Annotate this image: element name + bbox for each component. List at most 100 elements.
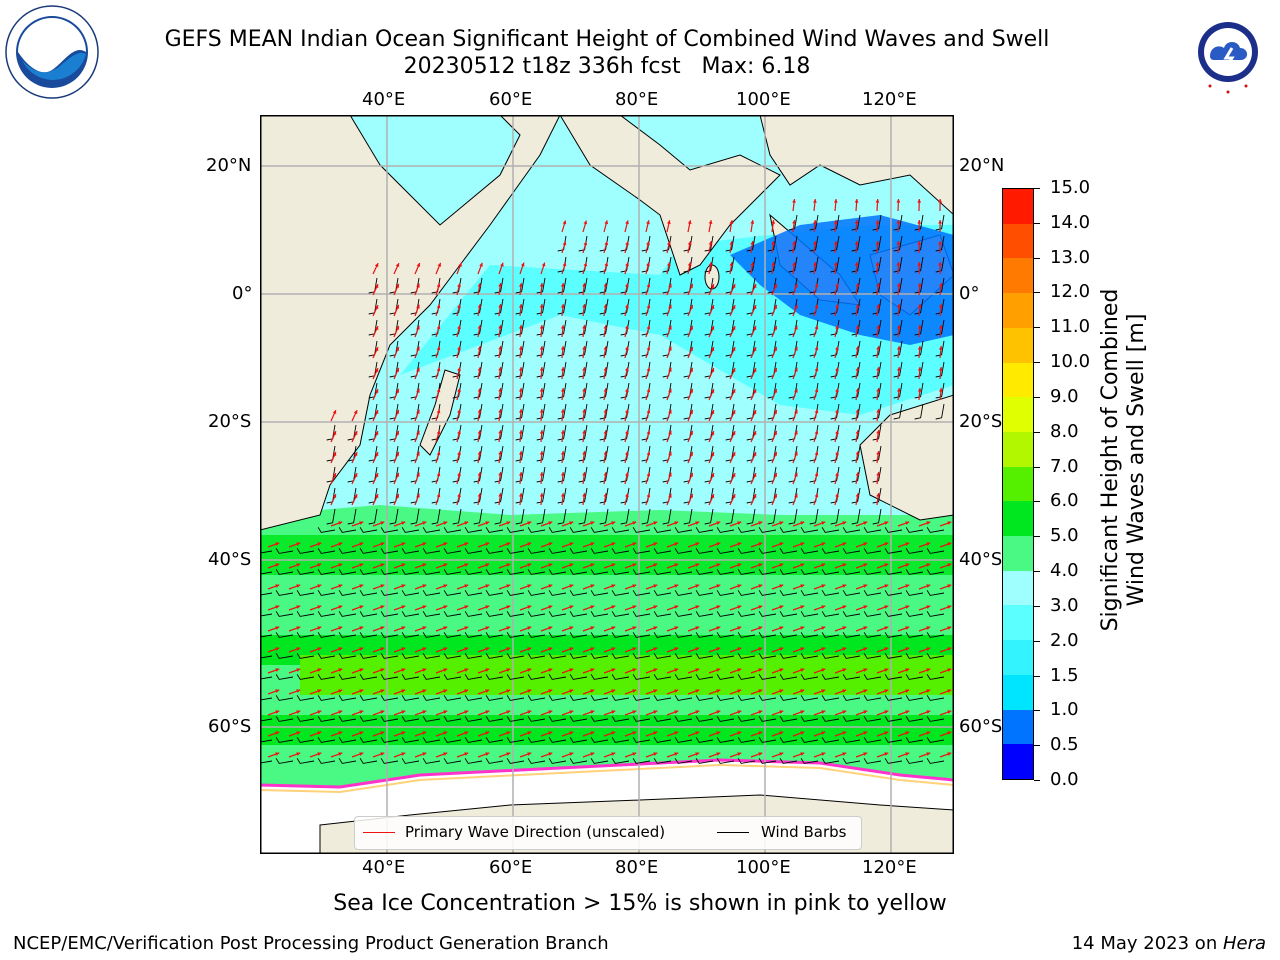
wave-direction-arrowhead bbox=[401, 626, 406, 630]
wind-barb bbox=[260, 676, 273, 680]
wave-direction-arrowhead bbox=[653, 647, 658, 651]
wave-direction-arrowhead bbox=[518, 493, 523, 497]
wave-direction-arrowhead bbox=[436, 283, 441, 288]
wave-direction-arrowhead bbox=[938, 199, 942, 203]
wave-direction-arrowhead bbox=[632, 605, 637, 609]
wind-barb bbox=[926, 527, 945, 533]
wave-direction-arrowhead bbox=[560, 430, 565, 434]
wind-barb bbox=[695, 695, 714, 701]
wave-direction-arrowhead bbox=[275, 542, 280, 546]
wind-barb-legend-swatch bbox=[717, 832, 749, 833]
wind-barb bbox=[590, 590, 609, 596]
wave-direction-arrowhead bbox=[794, 325, 798, 330]
wave-direction-arrowhead bbox=[646, 304, 651, 309]
colorbar-tick-label: 10.0 bbox=[1050, 351, 1091, 373]
wave-direction-arrowhead bbox=[416, 472, 420, 477]
wind-barb bbox=[515, 340, 525, 357]
wave-direction-arrowhead bbox=[548, 647, 553, 651]
wave-direction-arrowhead bbox=[863, 563, 868, 567]
colorbar-tick-label: 3.0 bbox=[1050, 594, 1079, 616]
wave-direction-arrowhead bbox=[689, 388, 693, 393]
wave-direction-arrowhead bbox=[485, 731, 490, 735]
wave-direction-arrowhead bbox=[518, 409, 523, 413]
wind-barb bbox=[527, 590, 546, 596]
wind-barb bbox=[905, 611, 924, 617]
right-tick-60s: 60°S bbox=[959, 716, 1003, 737]
wave-direction-arrowhead bbox=[842, 668, 847, 672]
wind-barb bbox=[716, 674, 735, 680]
wave-direction-arrowhead bbox=[539, 325, 544, 329]
wave-direction-arrowhead bbox=[750, 262, 755, 266]
wave-direction-arrowhead bbox=[625, 262, 629, 267]
sea-ice-caption: Sea Ice Concentration > 15% is shown in … bbox=[333, 891, 947, 916]
wave-direction-arrowhead bbox=[674, 605, 679, 609]
wave-direction-arrowhead bbox=[947, 521, 952, 525]
wave-direction-arrowhead bbox=[632, 710, 637, 714]
wave-direction-arrowhead bbox=[611, 689, 616, 693]
wave-direction-arrowhead bbox=[794, 472, 798, 477]
wind-barb bbox=[716, 737, 735, 743]
wind-barb bbox=[830, 298, 840, 315]
wind-barb bbox=[914, 382, 924, 399]
wind-barb bbox=[494, 508, 504, 525]
colorbar-tick-mark bbox=[1034, 362, 1040, 364]
wave-direction-arrowhead bbox=[457, 325, 461, 330]
wave-direction-arrowhead bbox=[821, 710, 826, 714]
wave-direction-arrowhead bbox=[875, 199, 880, 203]
wind-barb bbox=[473, 508, 483, 525]
right-tick-20n: 20°N bbox=[959, 155, 1005, 176]
wind-barb bbox=[380, 569, 399, 575]
wind-barb bbox=[569, 758, 588, 764]
wave-direction-arrowhead bbox=[794, 409, 798, 414]
wave-direction-arrowhead bbox=[374, 347, 379, 352]
ice-edge-pink bbox=[260, 758, 954, 789]
wave-direction-arrowhead bbox=[905, 584, 910, 588]
wind-barb bbox=[317, 590, 336, 596]
wind-barb bbox=[557, 340, 567, 357]
wave-direction-arrowhead bbox=[520, 262, 525, 267]
wave-direction-arrowhead bbox=[876, 451, 880, 455]
wave-direction-arrowhead bbox=[457, 493, 461, 498]
wind-barb bbox=[443, 590, 462, 596]
wave-direction-arrowhead bbox=[821, 563, 826, 567]
wind-barb bbox=[641, 445, 651, 462]
wave-direction-arrowhead bbox=[317, 584, 322, 588]
wind-barb bbox=[914, 214, 924, 231]
wave-direction-arrowhead bbox=[917, 199, 922, 203]
wave-direction-arrowhead bbox=[632, 521, 637, 525]
wind-barb bbox=[359, 527, 378, 533]
wave-direction-arrowhead bbox=[668, 283, 672, 288]
wave-direction-arrowhead bbox=[708, 241, 713, 245]
wind-barb bbox=[842, 569, 861, 575]
colorbar-tick-mark bbox=[1034, 188, 1040, 189]
wave-direction-arrowhead bbox=[842, 542, 847, 546]
wind-barb bbox=[473, 403, 483, 420]
wind-barb bbox=[905, 737, 924, 743]
wave-direction-arrowhead bbox=[835, 325, 839, 330]
wave-direction-arrowhead bbox=[905, 710, 910, 714]
wave-direction-arrowhead bbox=[569, 584, 574, 588]
wave-direction-arrowhead bbox=[359, 626, 364, 630]
wind-barb bbox=[737, 674, 756, 680]
wave-direction-arrowhead bbox=[275, 668, 280, 672]
wave-direction-arrowhead bbox=[947, 542, 952, 546]
wind-barb bbox=[737, 611, 756, 617]
wave-direction-arrowhead bbox=[758, 731, 763, 735]
bottom-tick-100e: 100°E bbox=[736, 857, 791, 878]
wind-barb bbox=[611, 527, 630, 533]
wind-barb bbox=[788, 256, 798, 273]
wave-direction-arrowhead bbox=[317, 647, 322, 651]
wave-direction-arrowhead bbox=[317, 563, 322, 567]
wave-direction-arrowhead bbox=[457, 346, 461, 351]
wave-direction-arrowhead bbox=[275, 647, 280, 651]
wave-direction-arrowhead bbox=[905, 542, 910, 546]
wind-barb bbox=[935, 382, 945, 399]
wave-direction-arrowhead bbox=[792, 199, 796, 203]
wind-barb bbox=[905, 653, 924, 659]
wave-direction-arrowhead bbox=[729, 241, 734, 245]
colorbar-label-line1: Significant Height of Combined bbox=[1098, 288, 1123, 632]
wind-barb bbox=[830, 319, 840, 336]
wind-barb bbox=[737, 548, 756, 554]
wind-barb bbox=[275, 695, 294, 701]
wind-barb bbox=[884, 590, 903, 596]
